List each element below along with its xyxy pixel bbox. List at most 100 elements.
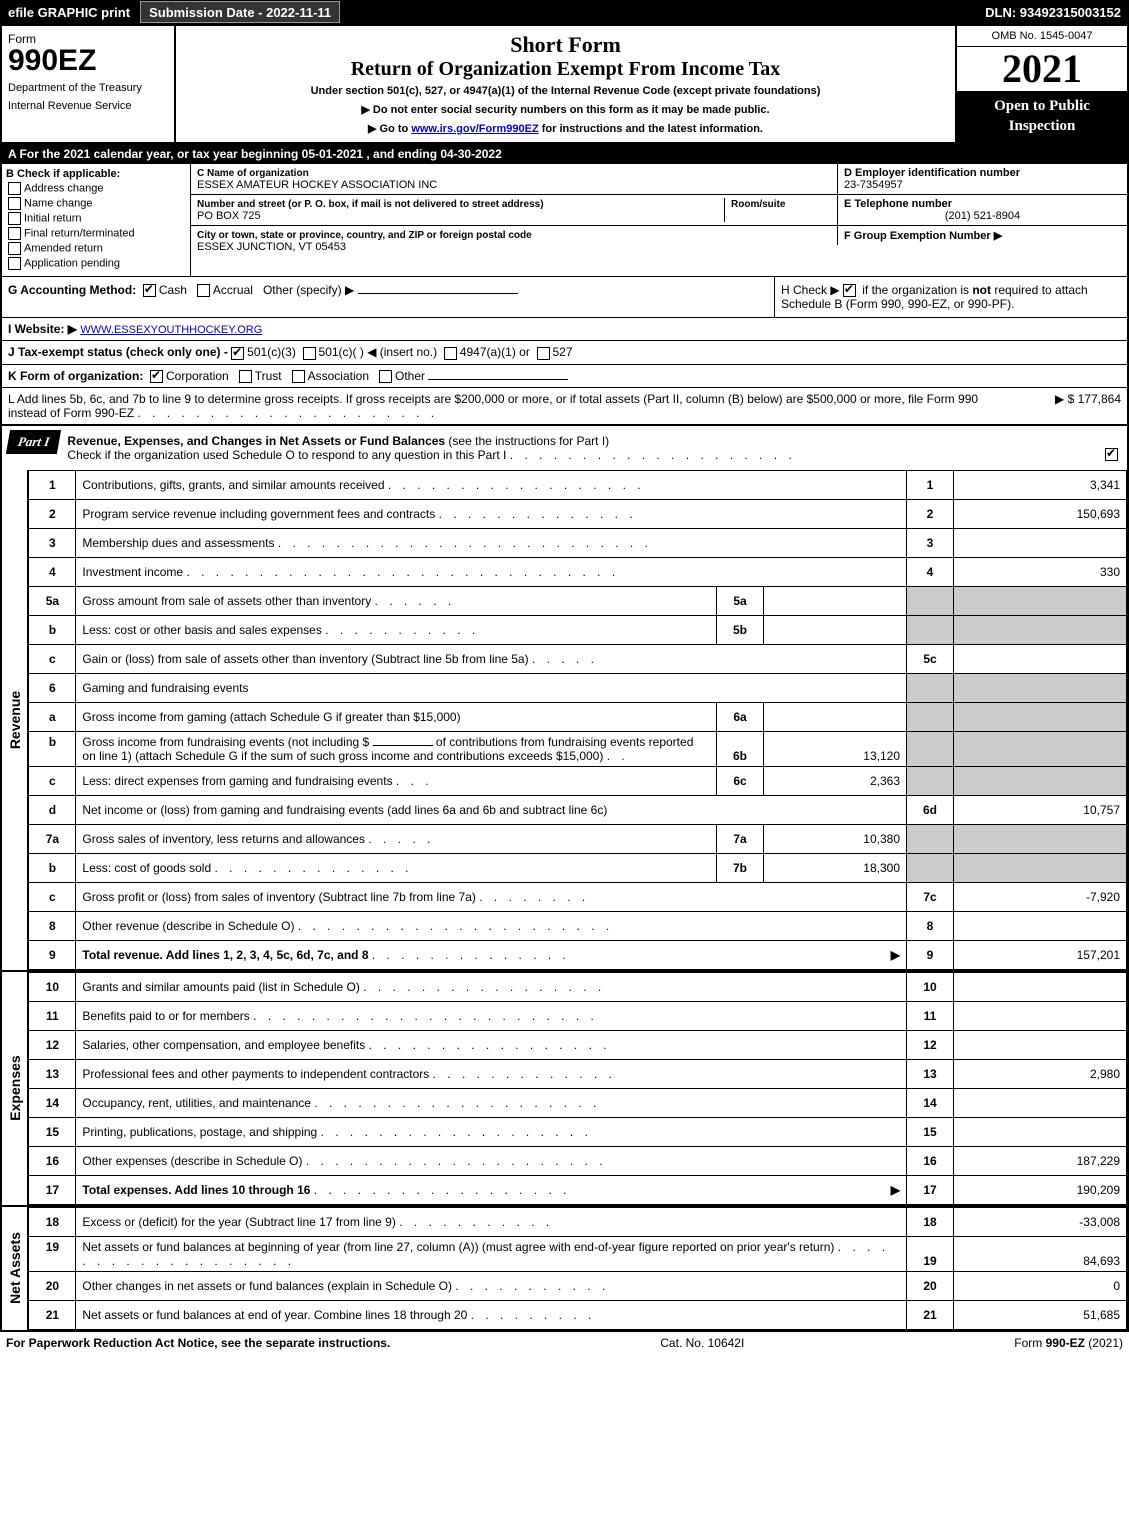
line-14: 14 Occupancy, rent, utilities, and maint…	[29, 1088, 1127, 1117]
chk-schedule-b[interactable]	[843, 284, 856, 297]
line-13: 13 Professional fees and other payments …	[29, 1059, 1127, 1088]
val-21: 51,685	[954, 1300, 1127, 1329]
section-j-label: J Tax-exempt status (check only one) -	[8, 345, 231, 359]
line-6b: b Gross income from fundraising events (…	[29, 731, 1127, 766]
val-7a: 10,380	[764, 824, 907, 853]
lbl-association: Association	[308, 369, 369, 383]
section-g-h: G Accounting Method: Cash Accrual Other …	[2, 276, 1127, 317]
page-footer: For Paperwork Reduction Act Notice, see …	[0, 1332, 1129, 1354]
line-2: 2 Program service revenue including gove…	[29, 499, 1127, 528]
chk-501c3[interactable]	[231, 347, 244, 360]
section-l: L Add lines 5b, 6c, and 7b to line 9 to …	[2, 387, 1127, 424]
section-g-label: G Accounting Method:	[8, 283, 136, 297]
line-6c: c Less: direct expenses from gaming and …	[29, 766, 1127, 795]
val-6b: 13,120	[764, 731, 907, 766]
part-i-header: Part I Revenue, Expenses, and Changes in…	[2, 424, 1127, 470]
line-18: 18 Excess or (deficit) for the year (Sub…	[29, 1207, 1127, 1236]
submission-date-button[interactable]: Submission Date - 2022-11-11	[140, 1, 340, 23]
form-header: Form 990EZ Department of the Treasury In…	[2, 26, 1127, 144]
line-15: 15 Printing, publications, postage, and …	[29, 1117, 1127, 1146]
line-3: 3 Membership dues and assessments . . . …	[29, 528, 1127, 557]
lbl-4947: 4947(a)(1) or	[460, 345, 530, 359]
footer-cat-no: Cat. No. 10642I	[660, 1336, 744, 1350]
section-h-mid: if the organization is	[862, 283, 972, 297]
lbl-name-change: Name change	[24, 197, 93, 209]
lbl-application-pending: Application pending	[24, 257, 120, 269]
other-org-input[interactable]	[428, 379, 568, 380]
phone-value: (201) 521-8904	[844, 210, 1121, 222]
chk-association[interactable]	[292, 370, 305, 383]
section-k: K Form of organization: Corporation Trus…	[2, 364, 1127, 387]
line-6d: d Net income or (loss) from gaming and f…	[29, 795, 1127, 824]
chk-name-change[interactable]	[8, 197, 21, 210]
website-link[interactable]: WWW.ESSEXYOUTHHOCKEY.ORG	[80, 324, 262, 336]
section-k-label: K Form of organization:	[8, 369, 143, 383]
section-b-checkboxes: B Check if applicable: Address change Na…	[2, 164, 191, 276]
chk-527[interactable]	[537, 347, 550, 360]
val-9: 157,201	[954, 940, 1127, 969]
room-label: Room/suite	[731, 199, 785, 210]
line-7c: c Gross profit or (loss) from sales of i…	[29, 882, 1127, 911]
part-i-suffix: (see the instructions for Part I)	[445, 434, 609, 448]
irs-link[interactable]: www.irs.gov/Form990EZ	[411, 123, 538, 135]
section-f-label: F Group Exemption Number ▶	[844, 230, 1002, 242]
lbl-amended-return: Amended return	[24, 242, 103, 254]
side-label-net-assets: Net Assets	[2, 1207, 28, 1330]
form-990ez: Form 990EZ Department of the Treasury In…	[0, 24, 1129, 1332]
line-6a: a Gross income from gaming (attach Sched…	[29, 702, 1127, 731]
val-1: 3,341	[954, 470, 1127, 499]
line-19: 19 Net assets or fund balances at beginn…	[29, 1236, 1127, 1271]
dept-irs: Internal Revenue Service	[8, 100, 168, 112]
part-i-check-line: Check if the organization used Schedule …	[67, 448, 506, 462]
chk-501c[interactable]	[303, 347, 316, 360]
chk-corporation[interactable]	[150, 370, 163, 383]
chk-schedule-o[interactable]	[1105, 448, 1118, 461]
val-16: 187,229	[954, 1146, 1127, 1175]
chk-address-change[interactable]	[8, 182, 21, 195]
other-specify-input[interactable]	[358, 293, 518, 294]
chk-accrual[interactable]	[197, 284, 210, 297]
net-assets-section: Net Assets 18 Excess or (deficit) for th…	[2, 1205, 1127, 1330]
lbl-address-change: Address change	[24, 182, 104, 194]
val-10	[954, 972, 1127, 1001]
val-15	[954, 1117, 1127, 1146]
title-short-form: Short Form	[182, 32, 949, 58]
lbl-501c3: 501(c)(3)	[247, 345, 296, 359]
dots: . . . . . . . . . . . . . . . . . . . .	[510, 448, 796, 462]
efile-label: efile GRAPHIC print	[0, 0, 138, 24]
line-5a: 5a Gross amount from sale of assets othe…	[29, 586, 1127, 615]
footer-left: For Paperwork Reduction Act Notice, see …	[6, 1336, 390, 1350]
line-9: 9 Total revenue. Add lines 1, 2, 3, 4, 5…	[29, 940, 1127, 969]
chk-trust[interactable]	[239, 370, 252, 383]
chk-application-pending[interactable]	[8, 257, 21, 270]
val-6c: 2,363	[764, 766, 907, 795]
line-1: 1 Contributions, gifts, grants, and simi…	[29, 470, 1127, 499]
lbl-other-org: Other	[395, 369, 425, 383]
lbl-527: 527	[553, 345, 573, 359]
section-h-pre: H Check ▶	[781, 283, 843, 297]
val-5b	[764, 615, 907, 644]
chk-other-org[interactable]	[379, 370, 392, 383]
val-5c	[954, 644, 1127, 673]
lbl-initial-return: Initial return	[24, 212, 81, 224]
lbl-trust: Trust	[255, 369, 282, 383]
dln-label: DLN: 93492315003152	[977, 0, 1129, 24]
section-i-label: I Website: ▶	[8, 322, 77, 336]
chk-cash[interactable]	[143, 284, 156, 297]
omb-number: OMB No. 1545-0047	[957, 26, 1127, 47]
title-return: Return of Organization Exempt From Incom…	[182, 58, 949, 81]
gross-receipts-value: ▶ $ 177,864	[1001, 392, 1121, 420]
chk-initial-return[interactable]	[8, 212, 21, 225]
chk-4947[interactable]	[444, 347, 457, 360]
line-7b: b Less: cost of goods sold . . . . . . .…	[29, 853, 1127, 882]
section-d-label: D Employer identification number	[844, 167, 1020, 179]
line-20: 20 Other changes in net assets or fund b…	[29, 1271, 1127, 1300]
line-21: 21 Net assets or fund balances at end of…	[29, 1300, 1127, 1329]
section-a-tax-year: A For the 2021 calendar year, or tax yea…	[2, 144, 1127, 164]
chk-final-return[interactable]	[8, 227, 21, 240]
val-12	[954, 1030, 1127, 1059]
lbl-final-return: Final return/terminated	[24, 227, 135, 239]
chk-amended-return[interactable]	[8, 242, 21, 255]
line-5b: b Less: cost or other basis and sales ex…	[29, 615, 1127, 644]
val-13: 2,980	[954, 1059, 1127, 1088]
